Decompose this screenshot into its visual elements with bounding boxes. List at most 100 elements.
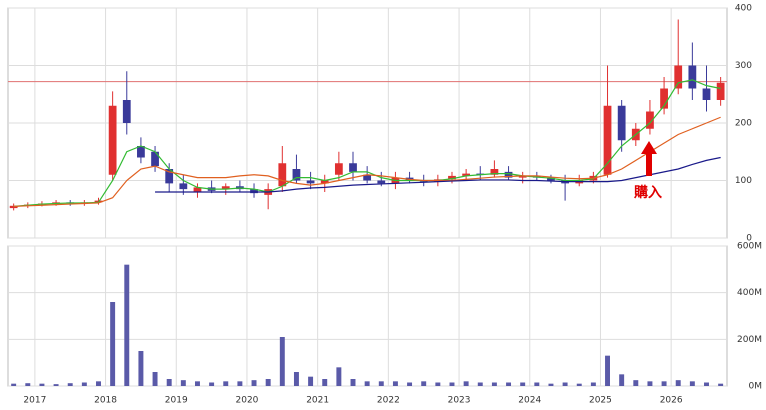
y-tick-label: 100 — [735, 176, 752, 186]
volume-bar — [194, 381, 200, 386]
candle-body — [278, 163, 287, 187]
candle-body — [122, 100, 131, 123]
candle-body — [547, 177, 555, 181]
volume-bar — [152, 372, 158, 386]
candle-body — [490, 169, 499, 175]
candle-body — [221, 186, 230, 190]
x-tick-label: 2021 — [306, 396, 329, 406]
volume-bar — [364, 381, 370, 386]
volume-bar — [308, 376, 314, 386]
candle-body — [603, 105, 612, 175]
candle-body — [448, 175, 456, 180]
volume-bar — [336, 367, 342, 386]
y-tick-label: 200M — [737, 335, 762, 345]
x-tick-label: 2022 — [377, 396, 400, 406]
candle-body — [660, 88, 668, 109]
x-tick-label: 2018 — [94, 396, 117, 406]
volume-bar — [223, 381, 229, 386]
candle-body — [151, 151, 159, 167]
y-tick-label: 200 — [735, 119, 752, 129]
volume-bar — [421, 381, 427, 386]
volume-bar — [647, 381, 653, 386]
volume-bar — [562, 382, 568, 386]
volume-bar — [110, 302, 116, 386]
candle-body — [377, 180, 386, 184]
volume-bar — [124, 264, 130, 386]
candle-body — [462, 173, 471, 176]
volume-panel — [7, 245, 728, 387]
candle-body — [9, 205, 18, 209]
moving-average-line — [155, 156, 721, 193]
volume-bar — [11, 383, 17, 386]
volume-bar — [138, 351, 144, 386]
volume-bar — [491, 382, 497, 386]
y-tick-label: 600M — [737, 242, 762, 252]
candle-body — [137, 146, 145, 158]
candle-body — [334, 163, 343, 175]
moving-average-line — [13, 116, 721, 207]
volume-bar — [449, 382, 455, 386]
volume-bar — [378, 381, 384, 386]
candle-body — [716, 82, 725, 100]
moving-average-line — [13, 79, 721, 207]
volume-bar — [605, 355, 610, 386]
volume-bar — [279, 337, 285, 386]
x-tick-label: 2024 — [518, 396, 541, 406]
volume-bar — [520, 382, 526, 386]
volume-bar — [25, 383, 31, 386]
candle-body — [165, 169, 174, 184]
volume-bar — [209, 382, 215, 386]
volume-bar — [322, 379, 328, 386]
annotation-text: 購入 — [633, 184, 662, 201]
x-tick-label: 2026 — [660, 396, 683, 406]
volume-bar — [180, 380, 186, 386]
candle-body — [363, 174, 372, 181]
x-tick-label: 2019 — [165, 396, 188, 406]
volume-bar — [661, 381, 667, 386]
volume-bar — [463, 381, 469, 386]
candle-body — [702, 88, 711, 100]
x-tick-label: 2020 — [236, 396, 259, 406]
volume-bar — [718, 383, 724, 386]
volume-bar — [548, 383, 554, 386]
candle-body — [504, 171, 513, 178]
volume-bar — [39, 383, 45, 386]
volume-bar — [590, 382, 596, 386]
volume-bar — [53, 384, 59, 386]
volume-bar — [704, 382, 709, 386]
candle-body — [518, 175, 527, 178]
y-tick-label: 300 — [735, 61, 752, 71]
x-tick-label: 2017 — [23, 396, 46, 406]
candle-body — [349, 163, 357, 172]
candle-body — [179, 183, 188, 190]
candle-body — [108, 105, 117, 175]
candle-body — [320, 180, 329, 184]
annotation-arrow-head — [641, 141, 657, 154]
volume-bar — [350, 379, 356, 386]
volume-bar — [633, 380, 639, 386]
volume-bar — [619, 374, 625, 386]
volume-bar — [251, 380, 257, 386]
candle-body — [193, 187, 202, 192]
volume-bar — [166, 379, 172, 386]
candle-body — [306, 180, 315, 184]
x-tick-label: 2025 — [589, 396, 612, 406]
x-tick-label: 2023 — [448, 396, 471, 406]
volume-bar — [506, 382, 512, 386]
candle-body — [674, 65, 683, 89]
volume-bar — [675, 380, 681, 386]
volume-bar — [407, 382, 413, 386]
y-tick-label: 400M — [737, 288, 762, 298]
volume-bar — [293, 372, 299, 386]
volume-bar — [67, 383, 73, 386]
volume-bar — [96, 381, 101, 386]
volume-bar — [265, 379, 271, 386]
candle-body — [646, 111, 654, 129]
volume-bar — [534, 382, 540, 386]
y-tick-label: 0M — [749, 382, 763, 392]
y-tick-label: 400 — [735, 4, 752, 14]
volume-bar — [81, 382, 87, 386]
volume-bar — [689, 381, 695, 386]
volume-bar — [576, 383, 582, 386]
